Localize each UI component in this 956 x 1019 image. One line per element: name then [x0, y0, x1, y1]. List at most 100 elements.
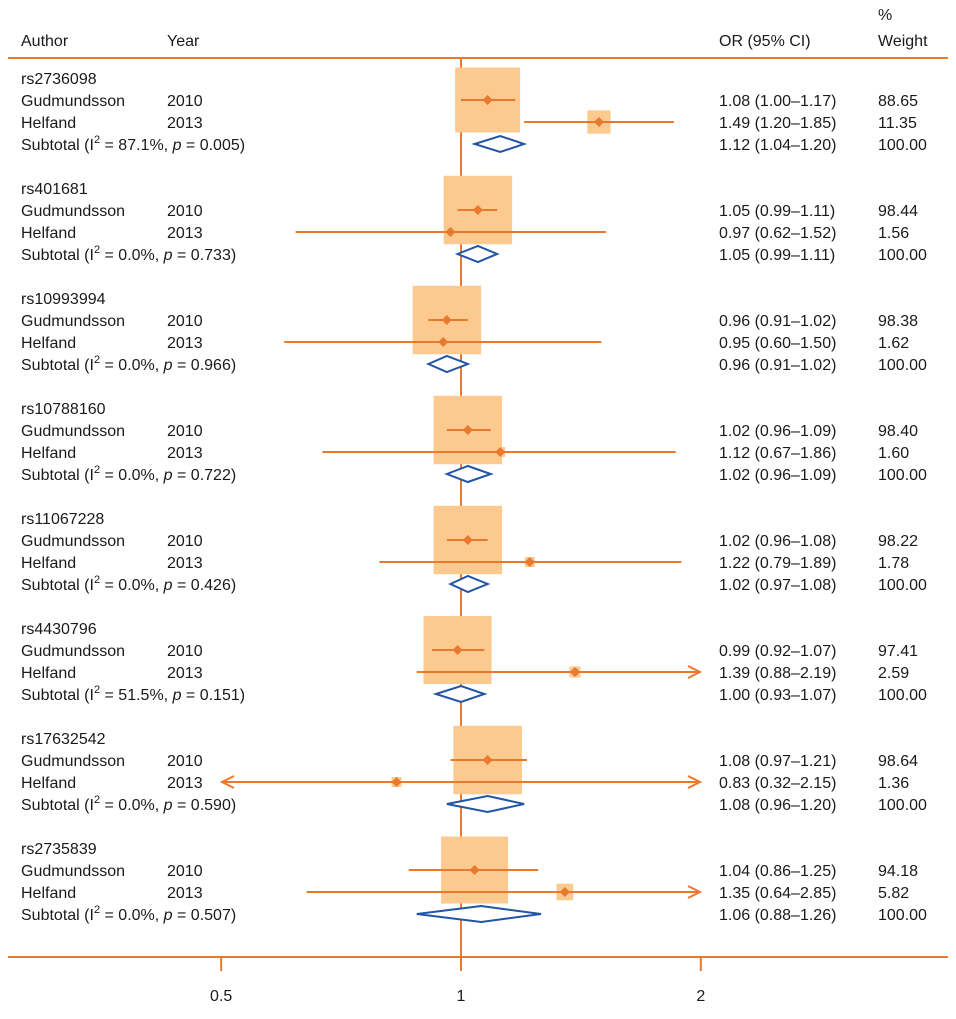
subtotal-i2: 0.0%: [118, 577, 154, 594]
subtotal-or-ci: 1.02 (0.97–1.08): [719, 577, 836, 594]
study-or-ci: 0.96 (0.91–1.02): [719, 313, 836, 330]
x-axis: 0.5 1 2: [210, 957, 705, 1005]
header-weight-percent: %: [878, 7, 892, 24]
subtotal-row: Subtotal (I2 = 0.0%, p = 0.722) 1.02 (0.9…: [21, 464, 927, 484]
subtotal-i2: 0.0%: [118, 247, 154, 264]
study-rows: rs2736098 Gudmundsson 2010 1.08 (1.00–1.17)…: [21, 67, 927, 924]
subtotal-p-symbol: p: [163, 467, 173, 484]
study-author: Gudmundsson: [21, 423, 125, 440]
study-weight: 1.36: [878, 775, 909, 792]
subtotal-p-symbol: p: [163, 577, 173, 594]
subtotal-text: Subtotal (I2 = 0.0%, p = 0.507): [21, 904, 236, 924]
header-or-ci: OR (95% CI): [719, 33, 811, 50]
study-row: Helfand 2013 1.22 (0.79–1.89) 1.78: [21, 555, 909, 572]
subtotal-diamond: [432, 684, 488, 704]
subtotal-diamond: [446, 794, 525, 814]
subtotal-open: (I: [80, 907, 94, 924]
study-or-ci: 1.08 (0.97–1.21): [719, 753, 836, 770]
subtotal-label: Subtotal: [21, 687, 80, 704]
study-year: 2013: [167, 225, 203, 242]
study-year: 2013: [167, 775, 203, 792]
study-or-ci: 1.05 (0.99–1.11): [719, 203, 835, 220]
subtotal-text: Subtotal (I2 = 0.0%, p = 0.426): [21, 574, 236, 594]
subtotal-diamond: [471, 134, 528, 154]
subtotal-sup: 2: [94, 244, 100, 256]
subtotal-sup: 2: [94, 794, 100, 806]
subtotal-sep: ,: [155, 797, 164, 814]
subtotal-or-ci: 0.96 (0.91–1.02): [719, 357, 836, 374]
subtotal-or-ci: 1.02 (0.96–1.09): [719, 467, 836, 484]
subtotal-weight: 100.00: [878, 577, 927, 594]
subtotal-open: (I: [80, 137, 94, 154]
group-rs4430796: rs4430796 Gudmundsson 2010 0.99 (0.92–1.07)…: [21, 615, 927, 704]
snp-label: rs4430796: [21, 621, 97, 638]
subtotal-diamond: [448, 574, 491, 594]
point-estimate: [593, 117, 604, 127]
subtotal-sep: ,: [155, 907, 164, 924]
subtotal-label: Subtotal: [21, 577, 80, 594]
ci-arrow-right: [687, 665, 703, 679]
subtotal-diamond: [454, 244, 500, 264]
header: Author Year OR (95% CI) % Weight: [21, 7, 928, 50]
study-weight: 1.62: [878, 335, 909, 352]
study-or-ci: 0.95 (0.60–1.50): [719, 335, 836, 352]
subtotal-eq: =: [100, 357, 118, 374]
point-estimate: [452, 645, 463, 655]
point-estimate: [441, 315, 452, 325]
study-year: 2010: [167, 313, 203, 330]
subtotal-text: Subtotal (I2 = 0.0%, p = 0.733): [21, 244, 236, 264]
study-or-ci: 0.97 (0.62–1.52): [719, 225, 836, 242]
subtotal-row: Subtotal (I2 = 0.0%, p = 0.590) 1.08 (0.9…: [21, 794, 927, 814]
subtotal-eq: =: [100, 137, 118, 154]
subtotal-label: Subtotal: [21, 247, 80, 264]
subtotal-or-ci: 1.08 (0.96–1.20): [719, 797, 836, 814]
subtotal-close: ): [231, 247, 236, 264]
study-author: Gudmundsson: [21, 203, 125, 220]
study-or-ci: 1.49 (1.20–1.85): [719, 115, 836, 132]
study-author: Gudmundsson: [21, 643, 125, 660]
ci-arrow-right: [687, 775, 703, 789]
subtotal-sep: ,: [155, 577, 164, 594]
study-row: Helfand 2013 1.12 (0.67–1.86) 1.60: [21, 445, 909, 462]
subtotal-eq: =: [100, 797, 118, 814]
point-estimate: [469, 865, 480, 875]
subtotal-p: 0.722: [191, 467, 231, 484]
subtotal-close: ): [231, 797, 236, 814]
subtotal-weight: 100.00: [878, 357, 927, 374]
subtotal-open: (I: [80, 797, 94, 814]
study-weight: 5.82: [878, 885, 909, 902]
subtotal-sup: 2: [94, 684, 100, 696]
subtotal-sep: ,: [155, 247, 164, 264]
subtotal-label: Subtotal: [21, 907, 80, 924]
subtotal-row: Subtotal (I2 = 0.0%, p = 0.507) 1.06 (0.8…: [21, 904, 927, 924]
subtotal-p-symbol: p: [163, 357, 173, 374]
study-author: Helfand: [21, 665, 76, 682]
subtotal-sup: 2: [94, 904, 100, 916]
point-estimate: [391, 777, 402, 787]
subtotal-eq2: =: [173, 797, 191, 814]
subtotal-text: Subtotal (I2 = 0.0%, p = 0.966): [21, 354, 236, 374]
subtotal-i2: 0.0%: [118, 797, 154, 814]
subtotal-label: Subtotal: [21, 467, 80, 484]
study-author: Helfand: [21, 225, 76, 242]
subtotal-close: ): [231, 907, 236, 924]
subtotal-weight: 100.00: [878, 907, 927, 924]
study-author: Helfand: [21, 775, 76, 792]
study-year: 2010: [167, 203, 203, 220]
subtotal-or-ci: 1.00 (0.93–1.07): [719, 687, 836, 704]
point-estimate: [495, 447, 506, 457]
study-weight: 98.64: [878, 753, 918, 770]
subtotal-diamond: [416, 904, 542, 924]
study-row: Helfand 2013 1.39 (0.88–2.19) 2.59: [21, 665, 909, 682]
x-tick-label: 0.5: [210, 988, 232, 1005]
subtotal-eq: =: [100, 467, 118, 484]
subtotal-weight: 100.00: [878, 467, 927, 484]
study-weight: 1.56: [878, 225, 909, 242]
study-row: Helfand 2013 0.83 (0.32–2.15) 1.36: [21, 775, 909, 792]
subtotal-sup: 2: [94, 574, 100, 586]
snp-label: rs2736098: [21, 71, 97, 88]
subtotal-eq2: =: [181, 137, 199, 154]
subtotal-sup: 2: [94, 354, 100, 366]
subtotal-sup: 2: [94, 134, 100, 146]
